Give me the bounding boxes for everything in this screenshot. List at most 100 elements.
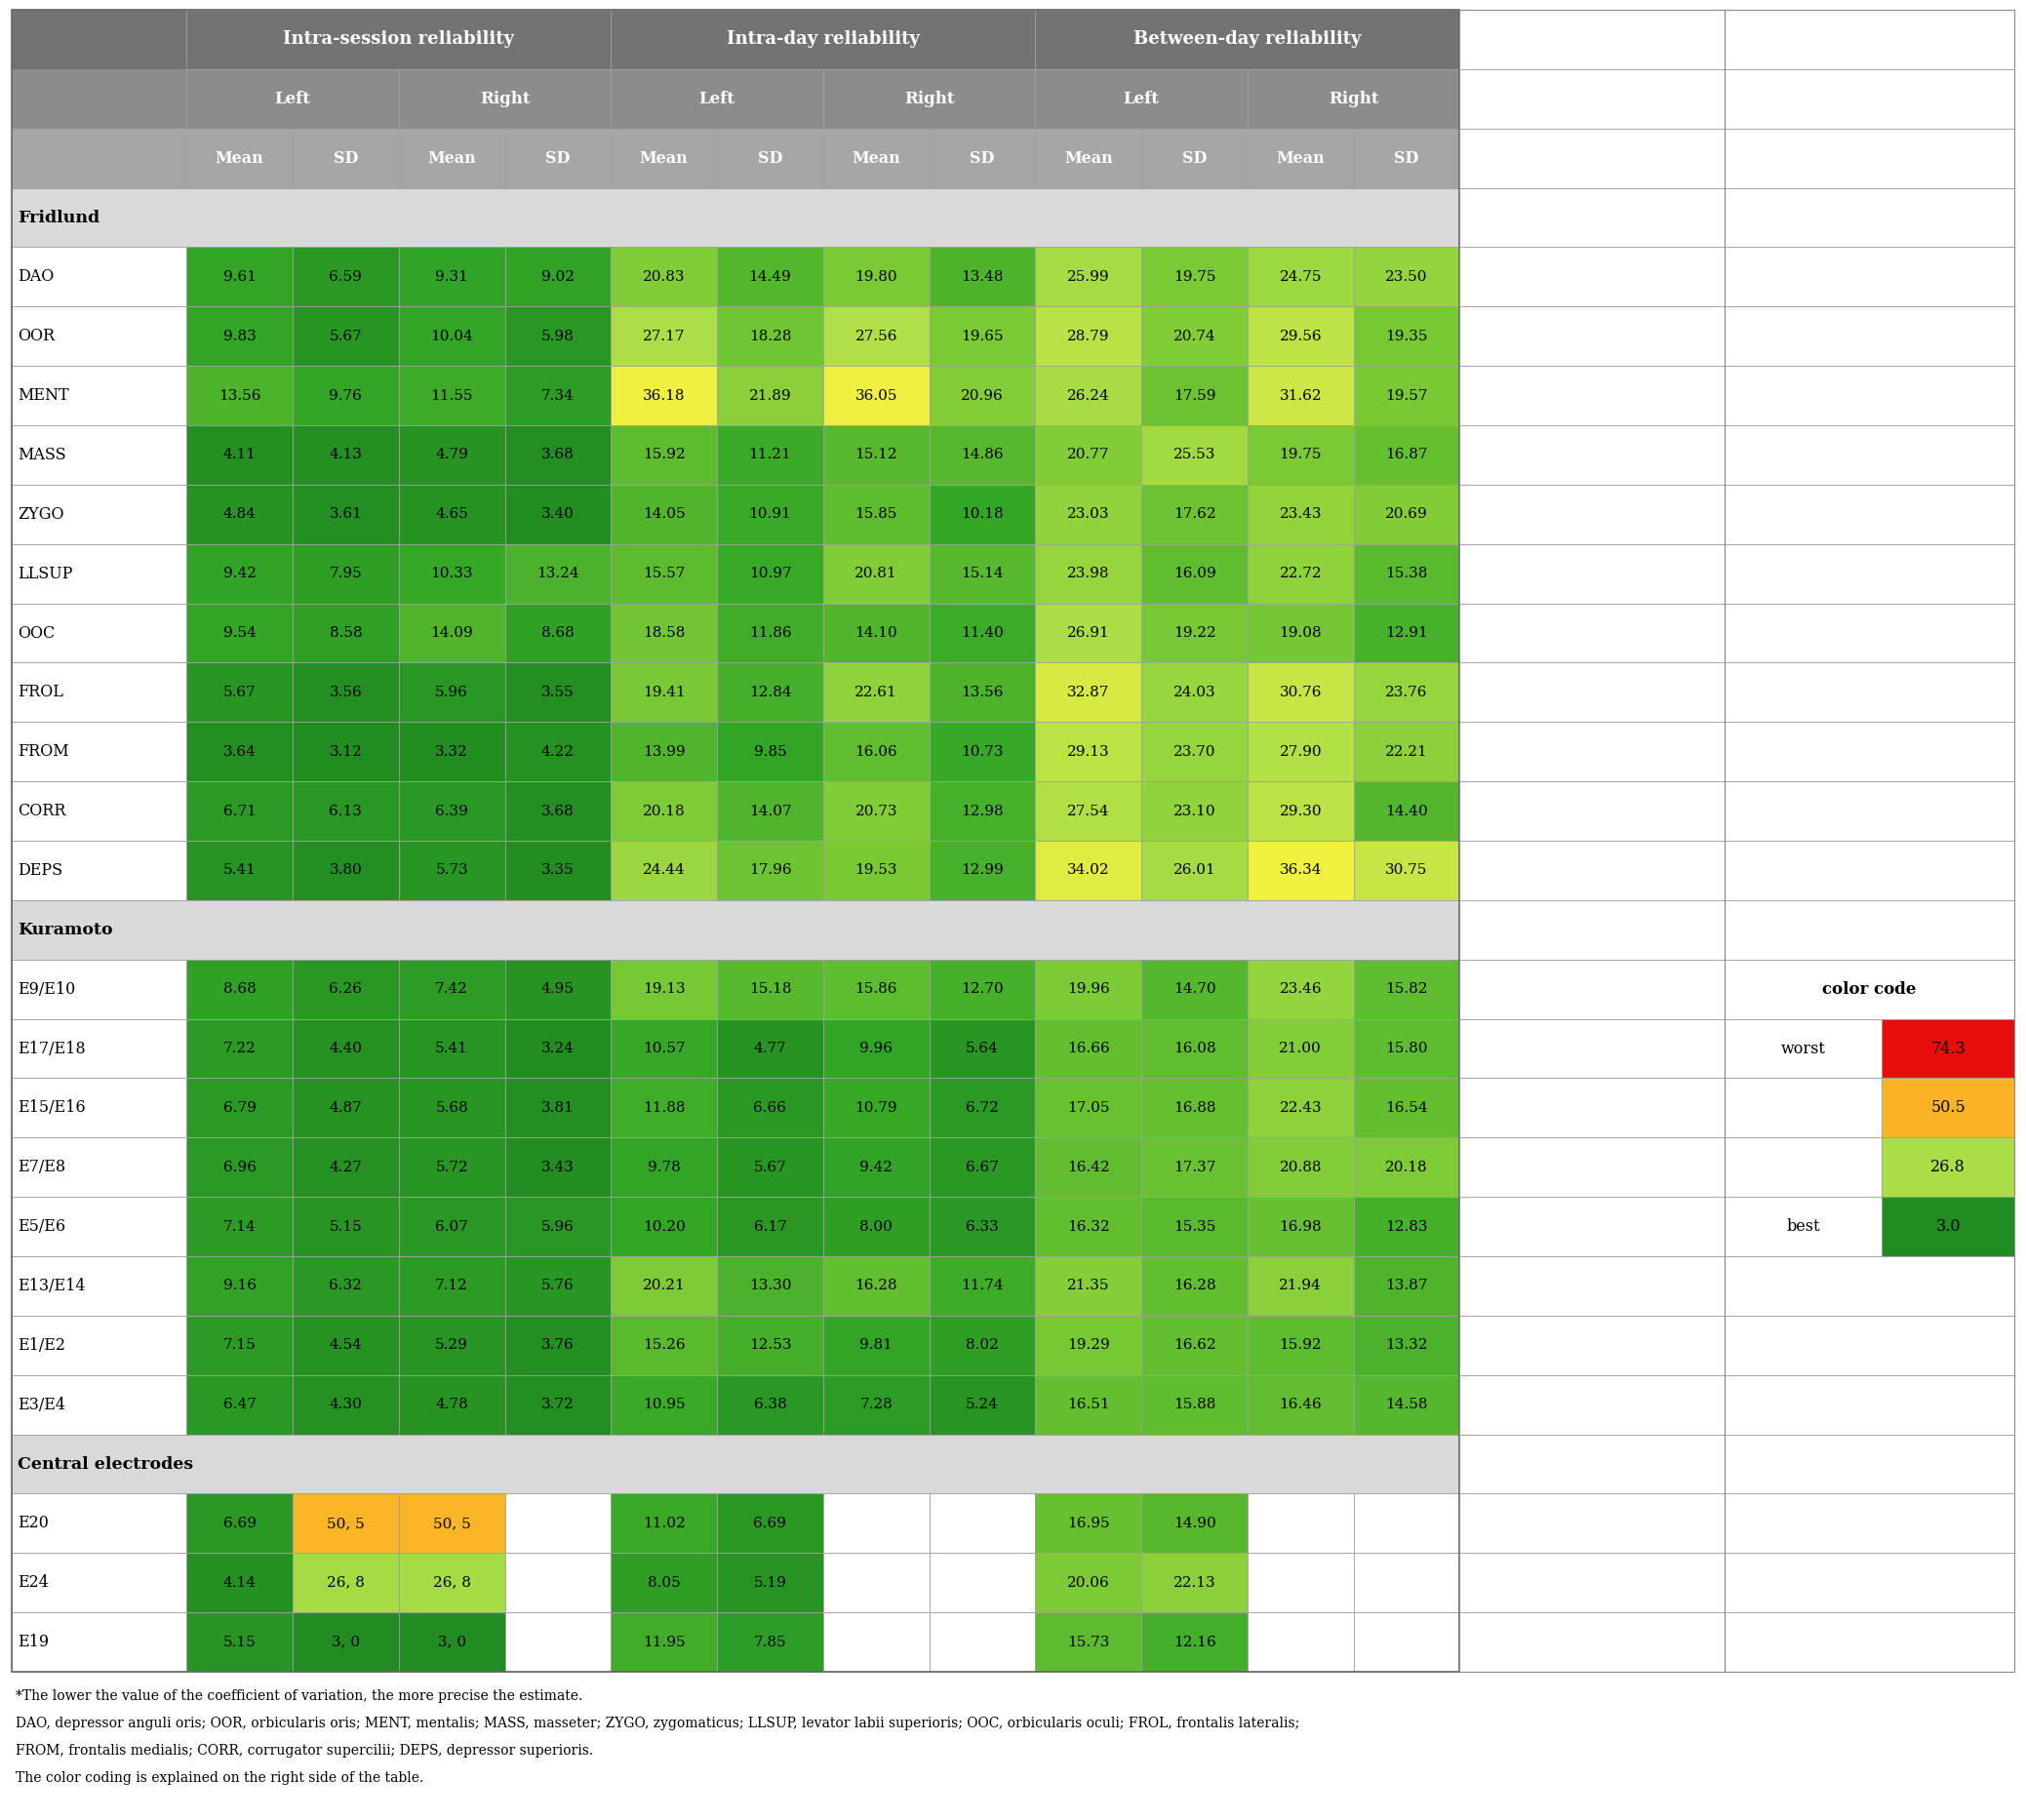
Text: 3.24: 3.24 [541,1041,575,1056]
Text: 3.80: 3.80 [328,864,363,877]
Bar [504,484,612,544]
Text: 5.96: 5.96 [541,1219,575,1234]
Text: Between-day reliability: Between-day reliability [1135,31,1361,47]
Bar [823,1077,930,1138]
Bar [1459,1316,1724,1374]
Bar [930,426,1035,484]
Bar [1248,129,1353,187]
Bar [399,1256,504,1316]
Bar [12,1198,186,1256]
Bar [12,129,186,187]
Bar [1141,306,1248,366]
Bar [12,901,1459,959]
Bar [930,1198,1035,1256]
Text: 16.28: 16.28 [1173,1279,1216,1292]
Bar [504,723,612,781]
Bar [292,1077,399,1138]
Bar [186,602,292,662]
Text: 34.02: 34.02 [1068,864,1110,877]
Bar [292,484,399,544]
Bar [186,69,399,129]
Text: 26.01: 26.01 [1173,864,1216,877]
Bar [504,781,612,841]
Bar [12,366,186,426]
Bar [612,1374,717,1434]
Bar [1353,248,1459,306]
Text: 16.28: 16.28 [855,1279,898,1292]
Bar [1035,69,1248,129]
Bar [717,1138,823,1198]
Text: Right: Right [904,91,954,107]
Text: 22.43: 22.43 [1278,1101,1321,1114]
Bar [292,426,399,484]
Bar [612,1316,717,1374]
Text: 36.18: 36.18 [642,389,685,402]
Text: 9.96: 9.96 [859,1041,893,1056]
Bar [612,1077,717,1138]
Text: SD: SD [970,149,995,166]
Bar [1248,1077,1353,1138]
Text: 20.74: 20.74 [1173,329,1216,342]
Text: 74.3: 74.3 [1931,1041,1965,1057]
Bar [1459,1316,1724,1374]
Bar [1459,959,1724,1019]
Bar [1248,1374,1353,1434]
Text: 16.95: 16.95 [1068,1516,1110,1531]
Bar [399,1374,504,1434]
Bar [399,662,504,723]
Text: 20.69: 20.69 [1386,508,1428,521]
Bar [1459,1552,1724,1613]
Bar [292,129,399,187]
Bar [1141,1316,1248,1374]
Bar [399,1019,504,1077]
Bar [717,484,823,544]
Bar [1459,901,2014,959]
Bar [1141,484,1248,544]
Bar [1248,1198,1353,1256]
Bar [1882,1138,2014,1198]
Text: Intra-session reliability: Intra-session reliability [284,31,515,47]
Text: 6.71: 6.71 [223,804,255,817]
Text: 5.72: 5.72 [436,1161,468,1174]
Bar [1459,1613,1724,1673]
Bar [930,129,1035,187]
Bar [399,248,504,306]
Bar [1353,484,1459,544]
Text: 3.56: 3.56 [328,686,363,699]
Bar [12,1552,186,1613]
Bar [12,959,186,1019]
Text: 3, 0: 3, 0 [438,1634,466,1649]
Text: 23.03: 23.03 [1068,508,1110,521]
Text: 19.41: 19.41 [642,686,685,699]
Text: 10.73: 10.73 [960,744,1003,759]
Text: Right: Right [1329,91,1380,107]
Text: 22.21: 22.21 [1386,744,1428,759]
Bar [12,484,186,544]
Text: 7.12: 7.12 [436,1279,468,1292]
Bar [717,1316,823,1374]
Text: 4.14: 4.14 [223,1576,255,1589]
Bar [1353,841,1459,901]
Bar [1248,841,1353,901]
Text: 10.95: 10.95 [642,1398,685,1412]
Bar [717,129,823,187]
Text: 13.30: 13.30 [750,1279,792,1292]
Bar [1353,366,1459,426]
Bar [1459,426,1724,484]
Text: 23.98: 23.98 [1068,566,1110,581]
Text: 13.32: 13.32 [1386,1338,1428,1352]
Text: 23.46: 23.46 [1278,983,1321,996]
Bar [1248,1552,1353,1613]
Bar [823,781,930,841]
Text: 23.50: 23.50 [1386,269,1428,284]
Text: 9.42: 9.42 [223,566,255,581]
Bar [1141,1552,1248,1613]
Bar [399,69,612,129]
Bar [1724,901,2014,959]
Text: FROM, frontalis medialis; CORR, corrugator supercilii; DEPS, depressor superiori: FROM, frontalis medialis; CORR, corrugat… [16,1744,594,1758]
Bar [504,1374,612,1434]
Bar [823,426,930,484]
Text: 4.78: 4.78 [436,1398,468,1412]
Bar [186,366,292,426]
Text: LLSUP: LLSUP [18,566,73,582]
